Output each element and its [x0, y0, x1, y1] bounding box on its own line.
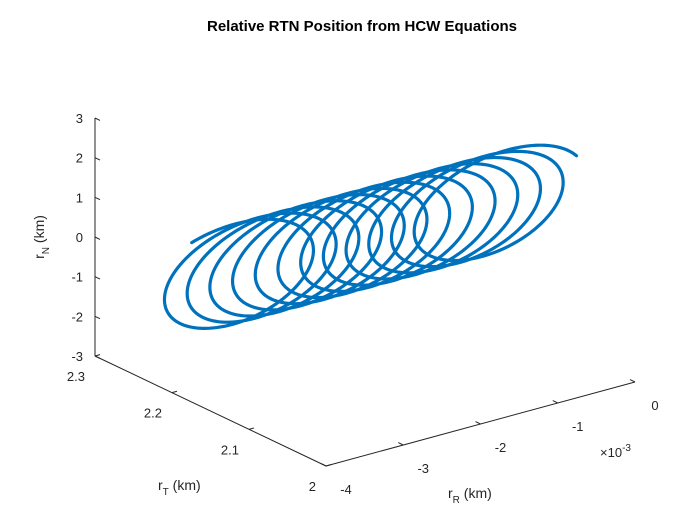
x-tick-mark	[320, 463, 327, 467]
y-tick-label: 2.3	[67, 369, 85, 384]
y-tick-label: 2.2	[144, 406, 162, 421]
y-tick-label: 2.1	[221, 442, 239, 457]
y-tick-mark	[248, 427, 255, 430]
y-axis-line	[94, 355, 327, 467]
x-axis-label: rR (km)	[448, 485, 492, 506]
z-tick-label: -1	[71, 270, 83, 285]
x-tick-label: 0	[651, 398, 658, 413]
z-tick-mark	[94, 355, 101, 359]
z-tick-label: 0	[76, 230, 83, 245]
y-tick-label: 2	[309, 479, 316, 494]
z-tick-mark	[94, 196, 101, 201]
x-tick-label: -1	[572, 419, 584, 434]
y-tick-mark	[94, 354, 101, 357]
z-tick-mark	[94, 315, 101, 320]
x-tick-mark	[629, 379, 636, 383]
z-tick-label: 3	[76, 111, 83, 126]
x-tick-mark	[475, 421, 481, 425]
z-tick-label: 1	[76, 190, 83, 205]
z-tick-label: -2	[71, 309, 83, 324]
x-axis-exponent: ×10-3	[600, 443, 631, 460]
axes-lines	[94, 118, 636, 467]
z-tick-mark	[94, 236, 101, 240]
x-tick-mark	[552, 400, 558, 404]
x-tick-label: -3	[417, 461, 429, 476]
y-tick-mark	[171, 390, 178, 394]
z-axis-label: rN (km)	[31, 215, 52, 259]
z-axis-ticks: -3 -2 -1 0 1 2 3	[71, 111, 101, 364]
y-axis-label: rT (km)	[158, 477, 201, 498]
x-tick-label: -4	[340, 482, 352, 497]
x-axis-ticks: -4 -3 -2 -1 0	[320, 379, 659, 497]
chart-title: Relative RTN Position from HCW Equations	[207, 18, 517, 35]
x-tick-label: -2	[495, 440, 507, 455]
z-tick-mark	[94, 157, 101, 161]
z-tick-label: 2	[76, 151, 83, 166]
z-tick-mark	[94, 117, 101, 121]
z-tick-label: -3	[71, 349, 83, 364]
x-tick-mark	[398, 442, 404, 446]
y-tick-mark	[325, 464, 332, 467]
trajectory-series-line	[162, 143, 579, 330]
z-tick-mark	[94, 276, 101, 280]
y-axis-ticks: 2 2.1 2.2 2.3	[67, 354, 332, 494]
